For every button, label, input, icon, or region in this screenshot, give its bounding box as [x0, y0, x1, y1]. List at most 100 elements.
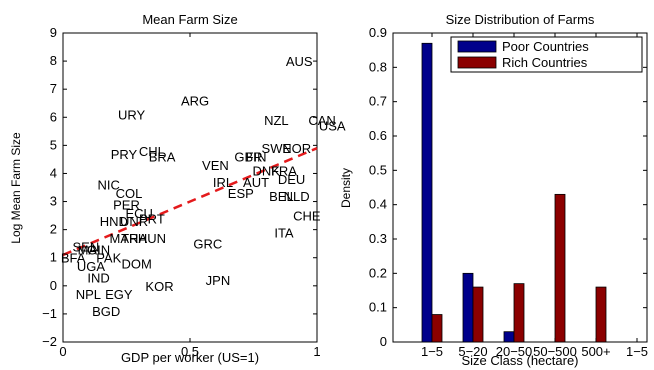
bar-y-tick-label: 0.9: [369, 25, 387, 40]
scatter-point-label-pak: PAK: [96, 251, 121, 266]
bar-x-axis-label: Size Class (hectare): [461, 353, 578, 368]
bar-ticks: 0 0.1 0.2 0.3 0.4 0.5 0.6 0.7 0.8 0.9 1−5 5−20 20−50…: [369, 25, 648, 359]
scatter-point-label-npl: NPL: [76, 287, 101, 302]
scatter-point-label-esp: ESP: [228, 186, 254, 201]
scatter-point-label-uga: UGA: [77, 259, 106, 274]
scatter-point-label-ecu: ECU: [125, 206, 152, 221]
scatter-point-label-per: PER: [113, 197, 140, 212]
bar-y-tick-label: 0.2: [369, 265, 387, 280]
scatter-point-label-can: CAN: [308, 113, 335, 128]
scatter-point-label-nic: NIC: [98, 178, 120, 193]
scatter-y-tick-label: −1: [42, 306, 57, 321]
scatter-point-label-mal: MAL: [78, 242, 105, 257]
bar-x-tick-label: 1−5: [626, 344, 648, 359]
scatter-point-label-swe: SWE: [262, 141, 292, 156]
scatter-point-label-fra: FRA: [271, 164, 297, 179]
scatter-point-label-ury: URY: [118, 107, 146, 122]
scatter-y-axis-label: Log Mean Farm Size: [9, 132, 23, 244]
scatter-point-label-fin: FIN: [246, 150, 267, 165]
bar-y-tick-label: 0.4: [369, 197, 387, 212]
bar-y-tick-label: 0.7: [369, 94, 387, 109]
scatter-point-label-arg: ARG: [181, 93, 209, 108]
scatter-point-label-sen: SEN: [72, 239, 99, 254]
scatter-y-tick-label: 8: [50, 53, 57, 68]
scatter-point-label-irl: IRL: [213, 175, 233, 190]
bar-y-tick-label: 0.3: [369, 231, 387, 246]
bar-x-tick-label: 20−50: [496, 344, 533, 359]
scatter-y-tick-label: −2: [42, 334, 57, 349]
legend-swatch-rich: [457, 56, 497, 69]
scatter-point-label-kor: KOR: [145, 279, 173, 294]
scatter-point-label-unr: UNR: [120, 214, 148, 229]
scatter-point-label-hun: HUN: [138, 231, 166, 246]
scatter-x-tick-label: 0: [59, 344, 66, 359]
scatter-point-label-ven: VEN: [202, 158, 229, 173]
scatter-point-label-ind: IND: [87, 270, 109, 285]
scatter-ticks: −2 −1 0 1 2 3 4 5 6 7 8 9 0 0.5 1: [42, 25, 320, 359]
scatter-point-label-gin: GIN: [87, 242, 110, 257]
bar-rich-1: [472, 286, 484, 343]
scatter-y-tick-label: 7: [50, 81, 57, 96]
scatter-x-axis-label: GDP per worker (US=1): [121, 350, 259, 365]
bar-x-tick-label: 1−5: [421, 344, 443, 359]
scatter-y-tick-label: 0: [50, 278, 57, 293]
legend-label-poor: Poor Countries: [502, 39, 589, 54]
bar-x-tick-label: 50−500: [533, 344, 577, 359]
bar-poor-2: [503, 331, 515, 343]
scatter-point-label-bgd: BGD: [92, 304, 120, 319]
scatter-point-label-chl: CHL: [139, 144, 165, 159]
scatter-point-label-deu: DEU: [278, 172, 305, 187]
bar-poor-1: [462, 272, 474, 343]
bar-y-tick-label: 0.5: [369, 162, 387, 177]
scatter-point-label-bfa: BFA: [61, 251, 86, 266]
scatter-point-label-dom: DOM: [121, 256, 151, 271]
bar-rich-2: [513, 283, 525, 343]
scatter-point-label-tha: THA: [121, 231, 147, 246]
scatter-title: Mean Farm Size: [142, 12, 237, 27]
scatter-point-label-mar: MAR: [110, 231, 139, 246]
bar-rich-4: [595, 286, 607, 343]
scatter-point-label-pry: PRY: [111, 147, 138, 162]
scatter-x-tick-label: 1: [313, 344, 320, 359]
bar-panel: 0 0.1 0.2 0.3 0.4 0.5 0.6 0.7 0.8 0.9 1−5 5−20 20−50…: [339, 12, 648, 368]
legend-swatch-poor: [457, 40, 497, 53]
bar-poor-0: [421, 42, 433, 343]
scatter-point-label-aus: AUS: [286, 54, 313, 69]
scatter-point-label-ita: ITA: [274, 225, 294, 240]
bar-bars: [421, 42, 607, 343]
scatter-point-label-che: CHE: [293, 209, 321, 224]
legend: Poor Countries Rich Countries: [450, 36, 643, 73]
scatter-point-label-egy: EGY: [105, 287, 133, 302]
bar-rich-0: [431, 314, 443, 343]
scatter-point-label-hnd: HND: [100, 214, 128, 229]
scatter-x-tick-label: 0.5: [181, 344, 199, 359]
bar-rich-3: [554, 193, 566, 343]
scatter-y-tick-label: 1: [50, 250, 57, 265]
legend-label-rich: Rich Countries: [502, 55, 588, 70]
bar-y-tick-label: 0: [380, 334, 387, 349]
scatter-point-label-bra: BRA: [149, 150, 176, 165]
scatter-point-label-dnk: DNK: [252, 164, 280, 179]
bar-y-tick-label: 0.8: [369, 59, 387, 74]
scatter-fit-line: [62, 147, 318, 257]
bar-x-tick-label: 500+: [581, 344, 610, 359]
scatter-y-tick-label: 6: [50, 109, 57, 124]
bar-x-tick-label: 5−20: [458, 344, 487, 359]
scatter-y-tick-label: 5: [50, 137, 57, 152]
scatter-y-tick-label: 2: [50, 222, 57, 237]
scatter-point-label-nzl: NZL: [264, 113, 289, 128]
scatter-point-label-usa: USA: [319, 119, 346, 134]
scatter-point-label-grc: GRC: [193, 237, 222, 252]
scatter-y-tick-label: 9: [50, 25, 57, 40]
scatter-point-label-aut: AUT: [243, 175, 269, 190]
scatter-plot-area: [62, 32, 318, 343]
bar-title: Size Distribution of Farms: [446, 12, 595, 27]
scatter-point-label-prt: PRT: [139, 211, 165, 226]
bar-y-axis-label: Density: [339, 168, 353, 208]
bar-y-tick-label: 0.6: [369, 128, 387, 143]
scatter-point-label-jpn: JPN: [206, 273, 231, 288]
scatter-point-label-col: COL: [116, 186, 143, 201]
